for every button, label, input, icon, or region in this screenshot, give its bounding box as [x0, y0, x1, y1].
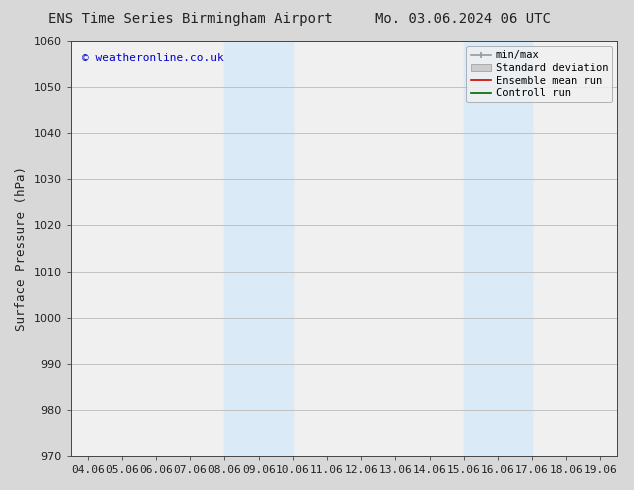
Bar	[224, 41, 293, 456]
Text: ENS Time Series Birmingham Airport: ENS Time Series Birmingham Airport	[48, 12, 333, 26]
Text: © weatheronline.co.uk: © weatheronline.co.uk	[82, 53, 223, 64]
Bar	[463, 41, 532, 456]
Text: Mo. 03.06.2024 06 UTC: Mo. 03.06.2024 06 UTC	[375, 12, 551, 26]
Legend: min/max, Standard deviation, Ensemble mean run, Controll run: min/max, Standard deviation, Ensemble me…	[467, 46, 612, 102]
Y-axis label: Surface Pressure (hPa): Surface Pressure (hPa)	[15, 166, 28, 331]
